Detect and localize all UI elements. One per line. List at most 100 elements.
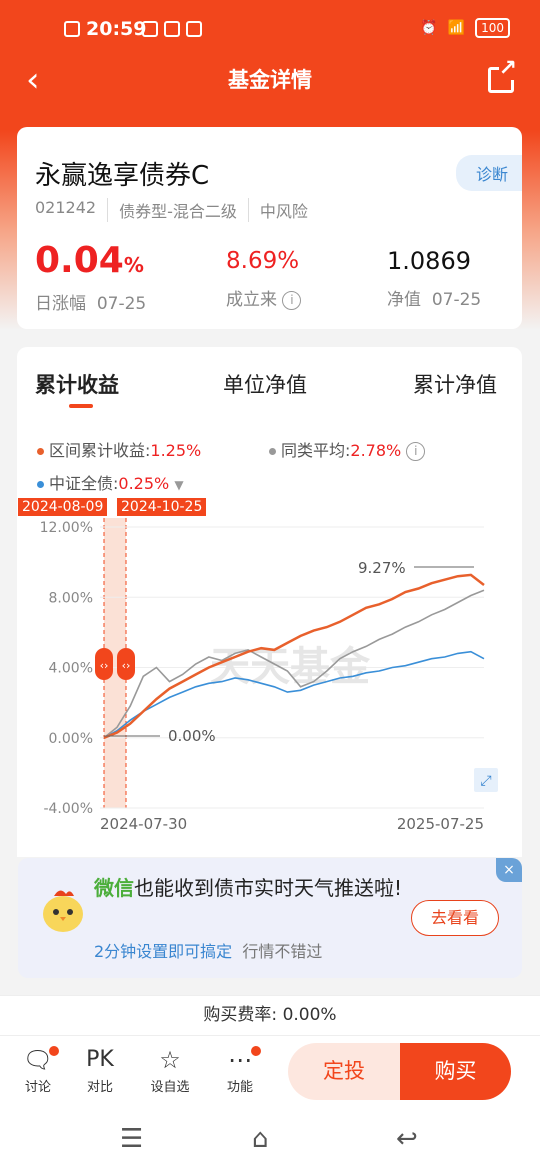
nav-date: 07-25 bbox=[431, 290, 482, 310]
range-start-badge: 2024-08-09 bbox=[18, 498, 108, 516]
promo-sub-link[interactable]: 2分钟设置即可搞定 bbox=[94, 942, 233, 961]
nav-bar: ‹ 基金详情 bbox=[0, 58, 540, 102]
legend-fund-value: 1.25% bbox=[150, 441, 202, 460]
add-watchlist-button[interactable]: ☆ 设自选 bbox=[145, 1044, 195, 1095]
share-icon[interactable] bbox=[488, 58, 517, 93]
page-title: 基金详情 bbox=[228, 68, 312, 92]
auto-invest-button[interactable]: 定投 bbox=[288, 1043, 400, 1100]
cumulative-return-chart[interactable]: 12.00% 8.00% 4.00% 0.00% -4.00% 天天基金 9.27% 0… bbox=[0, 512, 540, 857]
purchase-fee: 购买费率: 0.00% bbox=[0, 995, 540, 1035]
y-tick-label: -4.00% bbox=[43, 801, 93, 817]
system-nav-bar: ☰ ⌂ ↩ bbox=[0, 1110, 540, 1170]
fund-risk: 中风险 bbox=[247, 198, 319, 222]
max-annotation: 9.27% bbox=[358, 559, 406, 577]
y-tick-label: 12.00% bbox=[40, 520, 93, 536]
star-plus-icon: ☆ bbox=[159, 1046, 181, 1074]
promo-go-button[interactable]: 去看看 bbox=[411, 900, 499, 936]
watchlist-label: 设自选 bbox=[150, 1080, 190, 1095]
wifi-icon: 📶 bbox=[447, 20, 466, 36]
fee-value: 0.00% bbox=[282, 1005, 337, 1025]
tab-cumulative-return[interactable]: 累计收益 bbox=[35, 373, 119, 397]
tab-cumulative-nav[interactable]: 累计净值 bbox=[413, 373, 497, 397]
y-tick-labels: 12.00% 8.00% 4.00% 0.00% -4.00% bbox=[40, 520, 93, 817]
notification-dot bbox=[49, 1046, 59, 1056]
diagnose-button[interactable]: 诊断 bbox=[455, 155, 522, 191]
since-inception-metric: 8.69% 成立来 i bbox=[226, 239, 302, 310]
buy-button[interactable]: 购买 bbox=[400, 1043, 511, 1100]
bottom-action-bar: 🗨 讨论 PK 对比 ☆ 设自选 ⋯ 功能 定投 购买 bbox=[0, 1035, 540, 1110]
x-tick-end: 2025-07-25 bbox=[397, 815, 484, 833]
svg-text:⤢: ⤢ bbox=[480, 773, 491, 789]
back-icon[interactable]: ‹ bbox=[26, 60, 40, 100]
legend-dot bbox=[269, 448, 276, 455]
daily-change-value: 0.04 bbox=[35, 240, 124, 281]
legend-index-value: 0.25% bbox=[118, 474, 170, 493]
daily-change-label: 日涨幅 bbox=[35, 294, 86, 314]
close-icon[interactable]: × bbox=[496, 858, 522, 882]
series-line bbox=[103, 650, 485, 739]
wechat-promo-banner[interactable]: 微信也能收到债市实时天气推送啦! 2分钟设置即可搞定 行情不错过 去看看 × bbox=[18, 858, 522, 978]
legend-fund: 区间累计收益:1.25% bbox=[37, 437, 201, 461]
since-inception-value: 8.69% bbox=[226, 248, 300, 274]
notification-icon bbox=[64, 21, 80, 37]
range-handle-right[interactable]: ‹› bbox=[117, 648, 135, 680]
since-inception-label: 成立来 bbox=[226, 290, 277, 310]
promo-subtext: 2分钟设置即可搞定 行情不错过 bbox=[94, 938, 322, 962]
fund-name: 永赢逸享债券C bbox=[35, 161, 210, 191]
app-notification-icon bbox=[164, 21, 180, 37]
series-line bbox=[103, 589, 485, 739]
chart-card: 累计收益 单位净值 累计净值 区间累计收益:1.25% 同类平均:2.78% i… bbox=[17, 347, 522, 857]
chat-bubble-icon: 🗨 bbox=[22, 1046, 54, 1074]
nav-value: 1.0869 bbox=[387, 247, 471, 275]
info-icon[interactable]: i bbox=[282, 290, 302, 310]
legend-peer-label: 同类平均: bbox=[281, 441, 351, 460]
fund-summary-card: 永赢逸享债券C 诊断 021242 债券型-混合二级 中风险 0.04% 日涨幅… bbox=[17, 127, 522, 329]
app-notification-icon bbox=[142, 21, 158, 37]
nav-label: 净值 bbox=[387, 290, 421, 310]
dropdown-triangle-icon: ▼ bbox=[174, 478, 184, 492]
compare-label: 对比 bbox=[86, 1080, 113, 1095]
back-nav-icon[interactable]: ↩ bbox=[396, 1124, 418, 1154]
info-icon[interactable]: i bbox=[406, 442, 426, 461]
alarm-icon: ⏰ bbox=[420, 20, 438, 36]
zero-annotation: 0.00% bbox=[168, 727, 216, 745]
more-dots-icon: ⋯ bbox=[228, 1046, 252, 1074]
pk-icon: PK bbox=[86, 1047, 114, 1072]
promo-message: 也能收到债市实时天气推送啦! bbox=[134, 876, 403, 900]
y-tick-label: 0.00% bbox=[49, 731, 93, 747]
fund-tags: 021242 债券型-混合二级 中风险 bbox=[35, 198, 319, 222]
chart-series bbox=[103, 573, 485, 739]
daily-change-unit: % bbox=[123, 253, 144, 277]
y-tick-label: 4.00% bbox=[49, 661, 93, 677]
range-handle-left[interactable]: ‹› bbox=[95, 648, 113, 680]
promo-sub-text: 行情不错过 bbox=[242, 942, 323, 961]
legend-dot bbox=[37, 448, 44, 455]
mascot-chick-icon bbox=[43, 890, 83, 932]
y-tick-label: 8.00% bbox=[49, 590, 93, 606]
legend-index[interactable]: 中证全债:0.25% ▼ bbox=[37, 470, 184, 494]
tab-unit-nav[interactable]: 单位净值 bbox=[223, 373, 307, 397]
range-end-badge: 2024-10-25 bbox=[117, 498, 207, 516]
discuss-button[interactable]: 🗨 讨论 bbox=[13, 1044, 63, 1095]
promo-text: 微信也能收到债市实时天气推送啦! bbox=[94, 874, 414, 903]
battery-icon: 100 bbox=[475, 18, 510, 38]
nav-metric: 1.0869 净值 07-25 bbox=[387, 239, 481, 310]
fullscreen-icon[interactable]: ⤢ bbox=[474, 768, 498, 792]
notification-dot bbox=[251, 1046, 261, 1056]
more-functions-button[interactable]: ⋯ 功能 bbox=[215, 1044, 265, 1095]
status-time: 20:59 bbox=[86, 18, 147, 40]
home-icon[interactable]: ⌂ bbox=[252, 1124, 269, 1154]
daily-change-date: 07-25 bbox=[96, 294, 147, 314]
chart-tabs: 累计收益 单位净值 累计净值 bbox=[17, 369, 522, 409]
fee-label: 购买费率: bbox=[203, 1005, 278, 1025]
legend-peer: 同类平均:2.78% i bbox=[269, 437, 426, 461]
x-tick-start: 2024-07-30 bbox=[100, 815, 187, 833]
legend-index-label: 中证全债: bbox=[49, 474, 119, 493]
chart-grid bbox=[100, 526, 484, 809]
compare-button[interactable]: PK 对比 bbox=[75, 1044, 125, 1095]
svg-text:‹›: ‹› bbox=[122, 659, 131, 672]
functions-label: 功能 bbox=[226, 1080, 253, 1095]
svg-text:‹›: ‹› bbox=[100, 659, 109, 672]
menu-icon[interactable]: ☰ bbox=[120, 1124, 144, 1154]
legend-fund-label: 区间累计收益: bbox=[49, 441, 151, 460]
